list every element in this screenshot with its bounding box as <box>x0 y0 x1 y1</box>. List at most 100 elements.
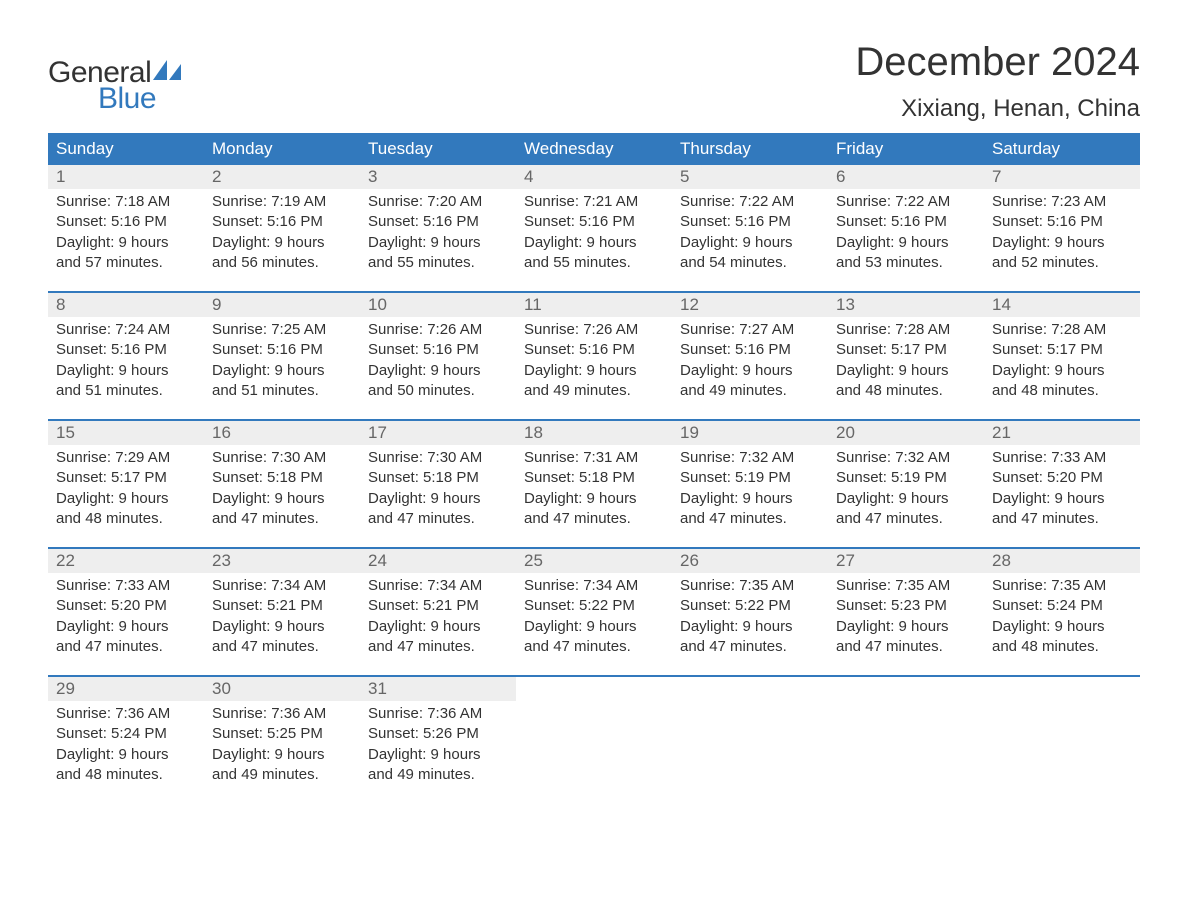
daylight-line2: and 47 minutes. <box>56 637 196 657</box>
sunrise: Sunrise: 7:23 AM <box>992 192 1132 212</box>
sunset: Sunset: 5:16 PM <box>680 340 820 360</box>
sunset: Sunset: 5:24 PM <box>992 596 1132 616</box>
daylight-line2: and 47 minutes. <box>992 509 1132 529</box>
daylight-line1: Daylight: 9 hours <box>56 489 196 509</box>
sunset: Sunset: 5:21 PM <box>368 596 508 616</box>
sunrise: Sunrise: 7:28 AM <box>836 320 976 340</box>
sunset: Sunset: 5:16 PM <box>56 212 196 232</box>
sunset: Sunset: 5:16 PM <box>212 212 352 232</box>
sunrise: Sunrise: 7:33 AM <box>56 576 196 596</box>
day-header: Monday <box>204 133 360 165</box>
day-number: 20 <box>828 421 984 445</box>
sunset: Sunset: 5:21 PM <box>212 596 352 616</box>
week-row: 1Sunrise: 7:18 AMSunset: 5:16 PMDaylight… <box>48 165 1140 279</box>
daylight-line1: Daylight: 9 hours <box>836 233 976 253</box>
location: Xixiang, Henan, China <box>855 95 1140 123</box>
daylight-line1: Daylight: 9 hours <box>368 617 508 637</box>
sunrise: Sunrise: 7:19 AM <box>212 192 352 212</box>
sunrise: Sunrise: 7:25 AM <box>212 320 352 340</box>
calendar-day: 2Sunrise: 7:19 AMSunset: 5:16 PMDaylight… <box>204 165 360 279</box>
sunset: Sunset: 5:19 PM <box>836 468 976 488</box>
sunrise: Sunrise: 7:31 AM <box>524 448 664 468</box>
calendar-day: 24Sunrise: 7:34 AMSunset: 5:21 PMDayligh… <box>360 549 516 663</box>
calendar-day: 29Sunrise: 7:36 AMSunset: 5:24 PMDayligh… <box>48 677 204 791</box>
sunrise: Sunrise: 7:34 AM <box>212 576 352 596</box>
day-number: 7 <box>984 165 1140 189</box>
page-title: December 2024 <box>855 40 1140 85</box>
daylight-line1: Daylight: 9 hours <box>212 233 352 253</box>
daylight-line2: and 49 minutes. <box>212 765 352 785</box>
calendar-day: 22Sunrise: 7:33 AMSunset: 5:20 PMDayligh… <box>48 549 204 663</box>
daylight-line2: and 48 minutes. <box>56 509 196 529</box>
calendar-day: 21Sunrise: 7:33 AMSunset: 5:20 PMDayligh… <box>984 421 1140 535</box>
sunset: Sunset: 5:16 PM <box>368 340 508 360</box>
daylight-line1: Daylight: 9 hours <box>836 361 976 381</box>
day-info: Sunrise: 7:34 AMSunset: 5:22 PMDaylight:… <box>516 573 672 657</box>
day-number: 17 <box>360 421 516 445</box>
day-header: Saturday <box>984 133 1140 165</box>
day-number: 23 <box>204 549 360 573</box>
daylight-line2: and 55 minutes. <box>524 253 664 273</box>
day-info: Sunrise: 7:33 AMSunset: 5:20 PMDaylight:… <box>48 573 204 657</box>
daylight-line1: Daylight: 9 hours <box>524 233 664 253</box>
calendar-day: 10Sunrise: 7:26 AMSunset: 5:16 PMDayligh… <box>360 293 516 407</box>
daylight-line1: Daylight: 9 hours <box>680 617 820 637</box>
day-info: Sunrise: 7:19 AMSunset: 5:16 PMDaylight:… <box>204 189 360 273</box>
daylight-line1: Daylight: 9 hours <box>680 361 820 381</box>
daylight-line2: and 48 minutes. <box>992 637 1132 657</box>
sunrise: Sunrise: 7:22 AM <box>680 192 820 212</box>
day-number: 27 <box>828 549 984 573</box>
day-info: Sunrise: 7:28 AMSunset: 5:17 PMDaylight:… <box>984 317 1140 401</box>
day-info: Sunrise: 7:18 AMSunset: 5:16 PMDaylight:… <box>48 189 204 273</box>
calendar-day: 1Sunrise: 7:18 AMSunset: 5:16 PMDaylight… <box>48 165 204 279</box>
day-info: Sunrise: 7:26 AMSunset: 5:16 PMDaylight:… <box>360 317 516 401</box>
daylight-line2: and 53 minutes. <box>836 253 976 273</box>
sunrise: Sunrise: 7:35 AM <box>992 576 1132 596</box>
sunrise: Sunrise: 7:36 AM <box>212 704 352 724</box>
calendar-day: 23Sunrise: 7:34 AMSunset: 5:21 PMDayligh… <box>204 549 360 663</box>
day-info: Sunrise: 7:27 AMSunset: 5:16 PMDaylight:… <box>672 317 828 401</box>
daylight-line2: and 48 minutes. <box>992 381 1132 401</box>
day-info: Sunrise: 7:32 AMSunset: 5:19 PMDaylight:… <box>672 445 828 529</box>
day-info: Sunrise: 7:36 AMSunset: 5:24 PMDaylight:… <box>48 701 204 785</box>
sunset: Sunset: 5:17 PM <box>836 340 976 360</box>
empty-day <box>828 677 984 791</box>
day-header: Wednesday <box>516 133 672 165</box>
daylight-line1: Daylight: 9 hours <box>524 617 664 637</box>
day-header: Thursday <box>672 133 828 165</box>
day-info: Sunrise: 7:30 AMSunset: 5:18 PMDaylight:… <box>204 445 360 529</box>
day-number: 11 <box>516 293 672 317</box>
calendar-day: 3Sunrise: 7:20 AMSunset: 5:16 PMDaylight… <box>360 165 516 279</box>
sunset: Sunset: 5:25 PM <box>212 724 352 744</box>
daylight-line2: and 54 minutes. <box>680 253 820 273</box>
sunrise: Sunrise: 7:36 AM <box>56 704 196 724</box>
daylight-line1: Daylight: 9 hours <box>368 745 508 765</box>
empty-day <box>672 677 828 791</box>
day-info: Sunrise: 7:20 AMSunset: 5:16 PMDaylight:… <box>360 189 516 273</box>
sunrise: Sunrise: 7:29 AM <box>56 448 196 468</box>
day-number: 12 <box>672 293 828 317</box>
daylight-line2: and 47 minutes. <box>680 637 820 657</box>
sunrise: Sunrise: 7:30 AM <box>212 448 352 468</box>
day-number: 24 <box>360 549 516 573</box>
calendar-day: 26Sunrise: 7:35 AMSunset: 5:22 PMDayligh… <box>672 549 828 663</box>
daylight-line2: and 47 minutes. <box>836 509 976 529</box>
empty-day <box>984 677 1140 791</box>
daylight-line1: Daylight: 9 hours <box>212 361 352 381</box>
calendar-day: 4Sunrise: 7:21 AMSunset: 5:16 PMDaylight… <box>516 165 672 279</box>
sunrise: Sunrise: 7:30 AM <box>368 448 508 468</box>
day-number: 2 <box>204 165 360 189</box>
sunrise: Sunrise: 7:18 AM <box>56 192 196 212</box>
day-info: Sunrise: 7:35 AMSunset: 5:24 PMDaylight:… <box>984 573 1140 657</box>
calendar-day: 6Sunrise: 7:22 AMSunset: 5:16 PMDaylight… <box>828 165 984 279</box>
day-info: Sunrise: 7:33 AMSunset: 5:20 PMDaylight:… <box>984 445 1140 529</box>
daylight-line2: and 51 minutes. <box>56 381 196 401</box>
day-info: Sunrise: 7:36 AMSunset: 5:25 PMDaylight:… <box>204 701 360 785</box>
daylight-line2: and 56 minutes. <box>212 253 352 273</box>
sunset: Sunset: 5:22 PM <box>680 596 820 616</box>
day-info: Sunrise: 7:31 AMSunset: 5:18 PMDaylight:… <box>516 445 672 529</box>
daylight-line1: Daylight: 9 hours <box>524 489 664 509</box>
day-header: Sunday <box>48 133 204 165</box>
daylight-line2: and 47 minutes. <box>524 637 664 657</box>
daylight-line1: Daylight: 9 hours <box>56 745 196 765</box>
